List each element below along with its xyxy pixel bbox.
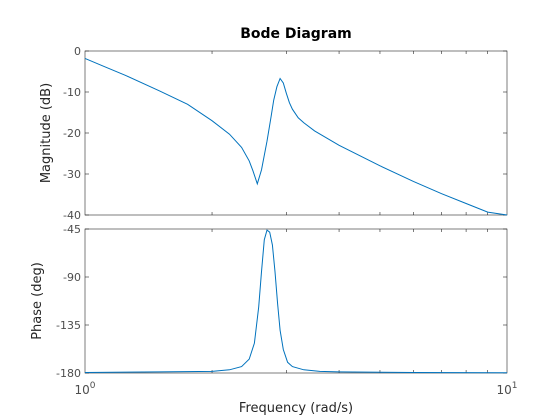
x-axis-label: Frequency (rad/s) <box>239 401 353 416</box>
magnitude-ylabel: Magnitude (dB) <box>39 83 54 183</box>
magnitude-ytick-label: -10 <box>63 86 81 99</box>
magnitude-ytick-label: -30 <box>63 168 81 181</box>
phase-ytick-label: -90 <box>63 271 81 284</box>
phase-ytick-label: -135 <box>56 319 81 332</box>
xtick-label: 100 <box>74 381 95 397</box>
magnitude-ytick-label: 0 <box>74 45 81 58</box>
magnitude-series-line <box>84 57 508 216</box>
phase-ylabel: Phase (deg) <box>30 262 45 340</box>
phase-ytick-label: -45 <box>63 223 81 236</box>
xtick-label: 101 <box>496 381 517 397</box>
magnitude-ytick-label: -20 <box>63 127 81 140</box>
magnitude-ytick-label: -40 <box>63 209 81 222</box>
phase-axes-box <box>84 228 508 374</box>
chart-title: Bode Diagram <box>240 26 352 42</box>
phase-series-line <box>84 229 508 374</box>
phase-ytick-label: -180 <box>56 367 81 380</box>
magnitude-axes-box <box>84 50 508 216</box>
